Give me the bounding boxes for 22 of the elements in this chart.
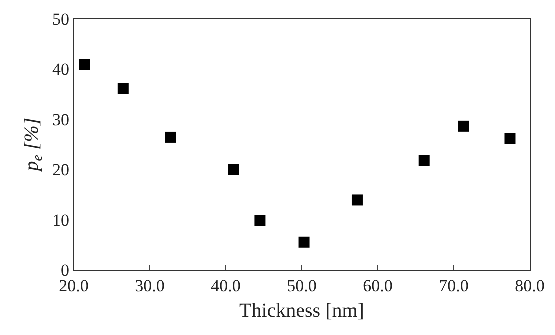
point <box>418 155 430 166</box>
point <box>165 132 176 143</box>
point <box>504 133 516 144</box>
x-tick-label: 60.0 <box>363 276 393 296</box>
point <box>298 236 310 248</box>
y-tick-label: 50 <box>52 10 70 29</box>
x-axis-title: Thickness [nm] <box>240 300 364 322</box>
y-tick-label: 10 <box>52 210 70 230</box>
x-tick-label: 80.0 <box>515 276 545 296</box>
x-tick-label: 50.0 <box>287 276 317 296</box>
point <box>79 59 90 70</box>
y-tick-label: 40 <box>52 60 70 80</box>
point <box>254 215 266 226</box>
point <box>118 83 129 94</box>
x-tick-label: 70.0 <box>439 276 469 296</box>
point <box>228 164 240 176</box>
y-tick-label: 20 <box>52 160 70 180</box>
x-tick-label: 40.0 <box>211 276 241 296</box>
point <box>352 194 363 206</box>
y-tick-label: 30 <box>52 110 70 130</box>
x-tick-label: 30.0 <box>135 276 165 296</box>
point <box>458 120 470 132</box>
